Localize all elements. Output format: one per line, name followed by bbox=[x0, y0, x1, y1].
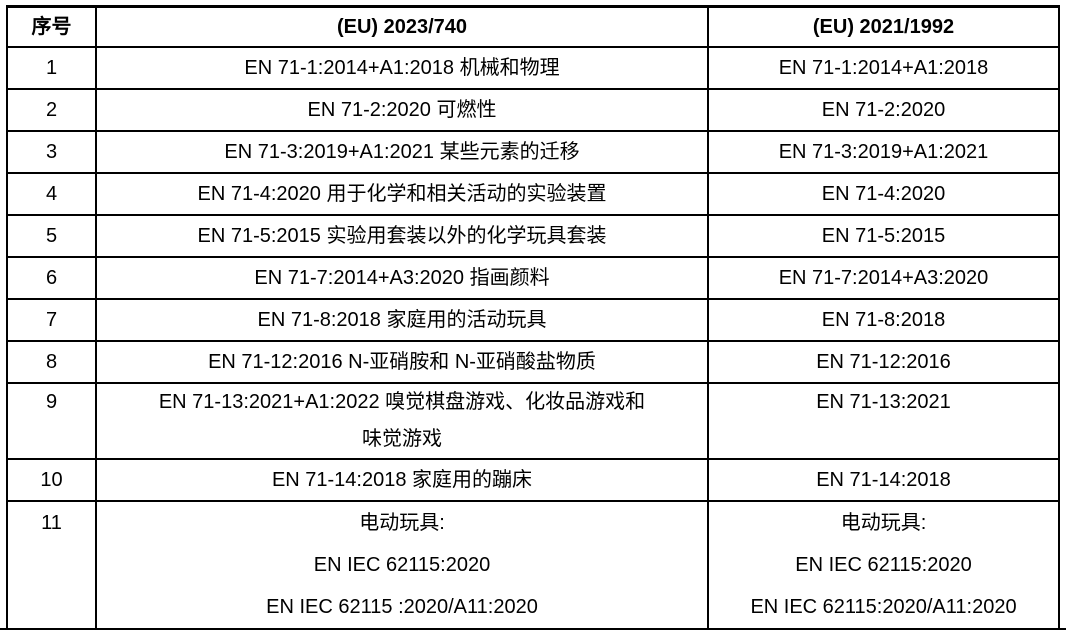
eu2023-cell: EN 71-5:2015 实验用套装以外的化学玩具套装 bbox=[95, 214, 709, 258]
table-row: 9 EN 71-13:2021+A1:2022 嗅觉棋盘游戏、化妆品游戏和 味觉… bbox=[6, 382, 1060, 460]
bottom-horizontal-rule bbox=[0, 628, 1066, 630]
table-row: 8 EN 71-12:2016 N-亚硝胺和 N-亚硝酸盐物质 EN 71-12… bbox=[6, 340, 1060, 384]
serial-cell: 3 bbox=[6, 130, 97, 174]
eu2021-cell: EN 71-7:2014+A3:2020 bbox=[707, 256, 1060, 300]
table-header: 序号 (EU) 2023/740 (EU) 2021/1992 bbox=[6, 5, 1060, 48]
eu2021-cell: EN 71-8:2018 bbox=[707, 298, 1060, 342]
eu2021-cell: EN 71-12:2016 bbox=[707, 340, 1060, 384]
serial-cell: 11 bbox=[6, 500, 97, 630]
serial-cell: 1 bbox=[6, 46, 97, 90]
table-row: 10 EN 71-14:2018 家庭用的蹦床 EN 71-14:2018 bbox=[6, 458, 1060, 502]
serial-cell: 8 bbox=[6, 340, 97, 384]
eu2021-cell: 电动玩具: EN IEC 62115:2020 EN IEC 62115:202… bbox=[707, 500, 1060, 630]
header-eu-2023-740: (EU) 2023/740 bbox=[95, 5, 709, 48]
eu2021-cell: EN 71-14:2018 bbox=[707, 458, 1060, 502]
eu2021-cell: EN 71-2:2020 bbox=[707, 88, 1060, 132]
header-serial-number: 序号 bbox=[6, 5, 97, 48]
table-row: 5 EN 71-5:2015 实验用套装以外的化学玩具套装 EN 71-5:20… bbox=[6, 214, 1060, 258]
table-row: 6 EN 71-7:2014+A3:2020 指画颜料 EN 71-7:2014… bbox=[6, 256, 1060, 300]
table-row: 2 EN 71-2:2020 可燃性 EN 71-2:2020 bbox=[6, 88, 1060, 132]
eu2023-cell: EN 71-2:2020 可燃性 bbox=[95, 88, 709, 132]
serial-cell: 10 bbox=[6, 458, 97, 502]
cell-text-line: 味觉游戏 bbox=[362, 428, 442, 450]
eu2023-cell: EN 71-3:2019+A1:2021 某些元素的迁移 bbox=[95, 130, 709, 174]
cell-text-line: EN IEC 62115:2020 bbox=[795, 554, 972, 576]
serial-cell: 4 bbox=[6, 172, 97, 216]
eu2023-cell: EN 71-14:2018 家庭用的蹦床 bbox=[95, 458, 709, 502]
eu2021-cell: EN 71-1:2014+A1:2018 bbox=[707, 46, 1060, 90]
table-row: 4 EN 71-4:2020 用于化学和相关活动的实验装置 EN 71-4:20… bbox=[6, 172, 1060, 216]
cell-text-line: 电动玩具: bbox=[840, 512, 927, 534]
cell-text-line: EN IEC 62115:2020 bbox=[313, 554, 491, 576]
table-row: 1 EN 71-1:2014+A1:2018 机械和物理 EN 71-1:201… bbox=[6, 46, 1060, 90]
eu2023-cell: EN 71-7:2014+A3:2020 指画颜料 bbox=[95, 256, 709, 300]
cell-text-line: EN IEC 62115:2020/A11:2020 bbox=[750, 596, 1017, 618]
serial-cell: 7 bbox=[6, 298, 97, 342]
eu2023-cell: EN 71-8:2018 家庭用的活动玩具 bbox=[95, 298, 709, 342]
eu2023-cell: EN 71-13:2021+A1:2022 嗅觉棋盘游戏、化妆品游戏和 味觉游戏 bbox=[95, 382, 709, 460]
eu2021-cell: EN 71-4:2020 bbox=[707, 172, 1060, 216]
table-row: 7 EN 71-8:2018 家庭用的活动玩具 EN 71-8:2018 bbox=[6, 298, 1060, 342]
eu2023-cell: EN 71-12:2016 N-亚硝胺和 N-亚硝酸盐物质 bbox=[95, 340, 709, 384]
eu2023-cell: EN 71-1:2014+A1:2018 机械和物理 bbox=[95, 46, 709, 90]
eu2023-cell: 电动玩具: EN IEC 62115:2020 EN IEC 62115 :20… bbox=[95, 500, 709, 630]
header-row: 序号 (EU) 2023/740 (EU) 2021/1992 bbox=[6, 5, 1060, 48]
serial-cell: 6 bbox=[6, 256, 97, 300]
serial-cell: 5 bbox=[6, 214, 97, 258]
standards-comparison-table: 序号 (EU) 2023/740 (EU) 2021/1992 1 EN 71-… bbox=[6, 5, 1060, 630]
header-eu-2021-1992: (EU) 2021/1992 bbox=[707, 5, 1060, 48]
eu2021-cell: EN 71-13:2021 bbox=[707, 382, 1060, 460]
cell-text-line: EN IEC 62115 :2020/A11:2020 bbox=[266, 596, 538, 618]
cell-text-line: 电动玩具: bbox=[359, 512, 445, 534]
eu2021-cell: EN 71-5:2015 bbox=[707, 214, 1060, 258]
eu2023-cell: EN 71-4:2020 用于化学和相关活动的实验装置 bbox=[95, 172, 709, 216]
serial-cell: 9 bbox=[6, 382, 97, 460]
table-row: 3 EN 71-3:2019+A1:2021 某些元素的迁移 EN 71-3:2… bbox=[6, 130, 1060, 174]
eu2021-cell: EN 71-3:2019+A1:2021 bbox=[707, 130, 1060, 174]
table-row: 11 电动玩具: EN IEC 62115:2020 EN IEC 62115 … bbox=[6, 500, 1060, 630]
cell-text-line: EN 71-13:2021+A1:2022 嗅觉棋盘游戏、化妆品游戏和 bbox=[158, 391, 646, 413]
serial-cell: 2 bbox=[6, 88, 97, 132]
